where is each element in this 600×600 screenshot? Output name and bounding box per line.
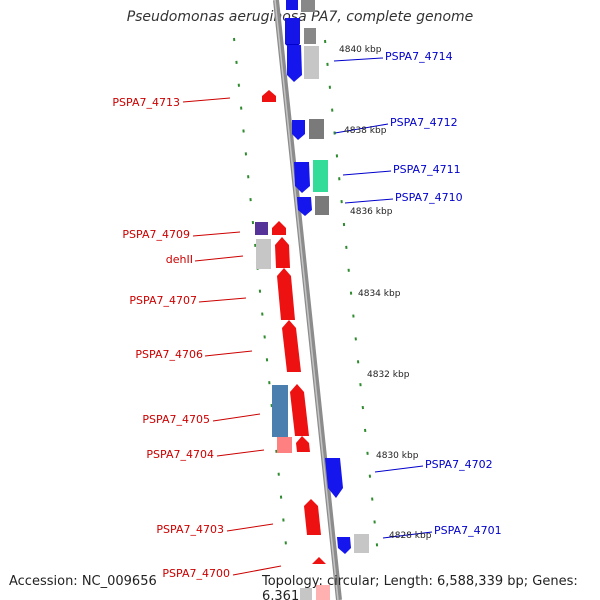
leader-line (194, 255, 244, 262)
leader-line (334, 123, 389, 134)
gene-block[interactable] (256, 239, 271, 269)
gene-arrow-pspa7-4706[interactable] (282, 320, 301, 372)
gene-block[interactable] (285, 18, 300, 44)
gene-arrow-dehii[interactable] (275, 237, 290, 268)
accession-label: Accession: NC_009656 (9, 574, 157, 589)
gene-label-dehii[interactable]: dehII (166, 253, 193, 266)
leader-line (232, 565, 282, 576)
gene-arrow-pspa7-4704[interactable] (296, 436, 310, 452)
gene-label-pspa7-4713[interactable]: PSPA7_4713 (112, 96, 180, 109)
gene-pink[interactable] (316, 585, 330, 600)
gene-label-pspa7-4709[interactable]: PSPA7_4709 (122, 228, 190, 241)
gene-label-pspa7-4703[interactable]: PSPA7_4703 (156, 523, 224, 536)
leader-line (198, 297, 247, 303)
topology-label: Topology: circular; Length: 6,588,339 bp… (262, 574, 578, 600)
leader-line (342, 170, 392, 176)
gene-arrow-pspa7-4711[interactable] (294, 162, 310, 193)
gene-arrow-pspa7-4702[interactable] (325, 458, 343, 498)
gene-label-pspa7-4706[interactable]: PSPA7_4706 (135, 348, 203, 361)
gene-arrow-pspa7-4710[interactable] (297, 197, 312, 216)
gene-block[interactable] (301, 0, 315, 12)
genome-backbone (273, 0, 342, 600)
gene-arrow-pspa7-4703[interactable] (304, 499, 321, 535)
gene-label-pspa7-4711[interactable]: PSPA7_4711 (393, 163, 461, 176)
scale-label: 4830 kbp (376, 451, 419, 461)
gene-block[interactable] (304, 46, 319, 79)
gene-block[interactable] (309, 119, 324, 139)
gene-arrow-pspa7-4705[interactable] (290, 384, 309, 436)
gene-arrow-pspa7-4707[interactable] (277, 268, 295, 320)
scale-label: 4840 kbp (339, 45, 382, 55)
gene-label-pspa7-4702[interactable]: PSPA7_4702 (425, 458, 493, 471)
gene-purple[interactable] (255, 222, 268, 235)
leader-line (333, 57, 384, 62)
leader-line (382, 531, 433, 539)
gene-label-pspa7-4705[interactable]: PSPA7_4705 (142, 413, 210, 426)
gene-label-pspa7-4700[interactable]: PSPA7_4700 (162, 567, 230, 580)
leader-line (212, 413, 261, 422)
gene-arrow-pspa7-4700[interactable] (312, 557, 326, 564)
gene-label-pspa7-4707[interactable]: PSPA7_4707 (129, 294, 197, 307)
gene-block[interactable] (304, 28, 316, 44)
map-title: Pseudomonas aeruginosa PA7, complete gen… (126, 9, 474, 25)
gene-pink[interactable] (277, 437, 292, 453)
gene-block[interactable] (300, 588, 312, 600)
gene-arrow-pspa7-4713[interactable] (262, 90, 276, 102)
scale-label: 4832 kbp (367, 370, 410, 380)
gene-label-pspa7-4701[interactable]: PSPA7_4701 (434, 524, 502, 537)
gene-arrow-pspa7-4712[interactable] (292, 120, 305, 140)
leader-line (204, 350, 253, 357)
scale-label: 4838 kbp (344, 126, 387, 136)
gene-arrow[interactable] (272, 221, 286, 235)
scale-label: 4834 kbp (358, 289, 401, 299)
leader-line (344, 198, 394, 204)
leader-line (182, 97, 231, 103)
gene-label-pspa7-4712[interactable]: PSPA7_4712 (390, 116, 458, 129)
scale-label: 4836 kbp (350, 207, 393, 217)
gene-arrow-pspa7-4701[interactable] (337, 537, 351, 554)
gene-block[interactable] (286, 0, 298, 10)
genome-backbone-highlight (274, 0, 339, 600)
gene-block[interactable] (315, 196, 329, 215)
gene-label-pspa7-4710[interactable]: PSPA7_4710 (395, 191, 463, 204)
leader-line (192, 231, 241, 237)
leader-line (374, 465, 424, 473)
leader-line (226, 523, 274, 532)
gene-steelblue[interactable] (272, 385, 288, 437)
gene-label-pspa7-4704[interactable]: PSPA7_4704 (146, 448, 214, 461)
gene-arrow-pspa7-4714[interactable] (287, 45, 302, 82)
gene-green[interactable] (313, 160, 328, 192)
leader-line (216, 449, 265, 457)
scale-label: 4828 kbp (389, 531, 432, 541)
gene-label-pspa7-4714[interactable]: PSPA7_4714 (385, 50, 453, 63)
gene-block[interactable] (354, 534, 369, 553)
